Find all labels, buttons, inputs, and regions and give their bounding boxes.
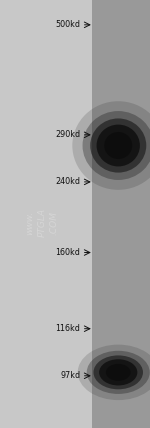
Ellipse shape bbox=[99, 359, 137, 386]
Ellipse shape bbox=[78, 345, 150, 400]
Text: www.
PTGLA
.COM: www. PTGLA .COM bbox=[26, 208, 58, 237]
Bar bbox=[92, 0, 150, 428]
Text: 116kd: 116kd bbox=[55, 324, 80, 333]
Text: 97kd: 97kd bbox=[60, 371, 80, 380]
Ellipse shape bbox=[106, 364, 131, 381]
Ellipse shape bbox=[104, 132, 132, 159]
Text: 240kd: 240kd bbox=[55, 177, 80, 187]
Text: 500kd: 500kd bbox=[55, 20, 80, 30]
Ellipse shape bbox=[93, 355, 143, 389]
Ellipse shape bbox=[90, 119, 146, 172]
Ellipse shape bbox=[72, 101, 150, 190]
Ellipse shape bbox=[97, 125, 140, 166]
Text: 290kd: 290kd bbox=[55, 130, 80, 140]
Text: 160kd: 160kd bbox=[55, 248, 80, 257]
Ellipse shape bbox=[87, 351, 150, 394]
Ellipse shape bbox=[82, 111, 150, 180]
